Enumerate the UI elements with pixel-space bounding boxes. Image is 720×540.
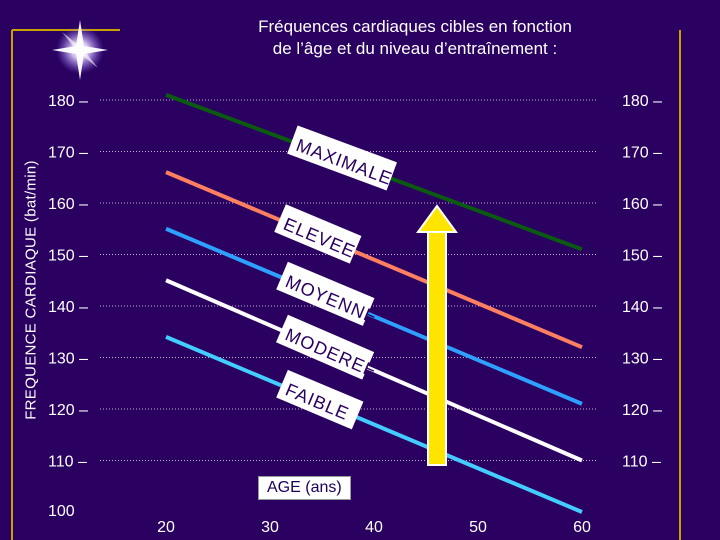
series-label-bg xyxy=(274,204,362,264)
series-line-moderee xyxy=(165,278,583,463)
x-tick-50: 50 xyxy=(469,519,487,536)
series-label-bg xyxy=(276,369,364,430)
series-label-bg xyxy=(287,125,398,191)
intensity-arrow xyxy=(416,204,458,466)
y-tick-right-140: 140 – xyxy=(622,299,662,316)
y-tick-left-110: 110 – xyxy=(48,454,87,471)
x-axis-label-unit: (ans) xyxy=(305,479,342,496)
y-tick-left-180: 180 – xyxy=(48,93,88,110)
series-label-maximale: MAXIMALE xyxy=(287,125,398,191)
y-ticks: 180 – 170 – 160 – 150 – 140 – 130 – 120 – 110 –… xyxy=(48,93,662,520)
x-tick-30: 30 xyxy=(261,519,279,536)
series-line-faible xyxy=(165,335,583,514)
y-tick-right-180: 180 – xyxy=(622,93,662,110)
title-line-2: de l’âge et du niveau d’entraînement : xyxy=(272,39,558,58)
y-tick-left-100: 100 xyxy=(48,503,75,520)
y-tick-left-160: 160 – xyxy=(48,196,88,213)
series-label-faible: FAIBLE xyxy=(276,369,364,430)
series-label-bg xyxy=(275,314,375,380)
chart-title: Fréquences cardiaques cibles en fonction… xyxy=(200,16,630,60)
y-tick-left-140: 140 – xyxy=(48,299,88,316)
x-tick-20: 20 xyxy=(157,519,175,536)
y-tick-right-150: 150 – xyxy=(622,248,662,265)
x-axis-label: AGE (ans) xyxy=(258,476,351,500)
y-tick-left-170: 170 – xyxy=(48,145,88,162)
y-tick-right-120: 120 – xyxy=(622,402,662,419)
series-line-moyenne xyxy=(165,226,583,406)
x-tick-40: 40 xyxy=(365,519,383,536)
sparkle-logo xyxy=(52,20,108,80)
y-tick-right-130: 130 – xyxy=(622,351,662,368)
series-label-elevee: ELEVEE xyxy=(274,204,362,264)
series-label-bg xyxy=(276,261,375,326)
y-tick-right-170: 170 – xyxy=(622,145,662,162)
y-tick-right-110: 110 – xyxy=(622,454,661,471)
series-lines xyxy=(165,92,583,514)
y-tick-left-130: 130 – xyxy=(48,351,88,368)
x-ticks: 20 30 40 50 60 xyxy=(157,519,591,536)
y-tick-right-160: 160 – xyxy=(622,196,662,213)
title-line-1: Fréquences cardiaques cibles en fonction xyxy=(258,17,572,36)
series-line-elevee xyxy=(165,170,583,350)
x-tick-60: 60 xyxy=(573,519,591,536)
y-tick-left-120: 120 – xyxy=(48,402,88,419)
x-axis-label-word: AGE xyxy=(267,479,301,496)
y-tick-left-150: 150 – xyxy=(48,248,88,265)
